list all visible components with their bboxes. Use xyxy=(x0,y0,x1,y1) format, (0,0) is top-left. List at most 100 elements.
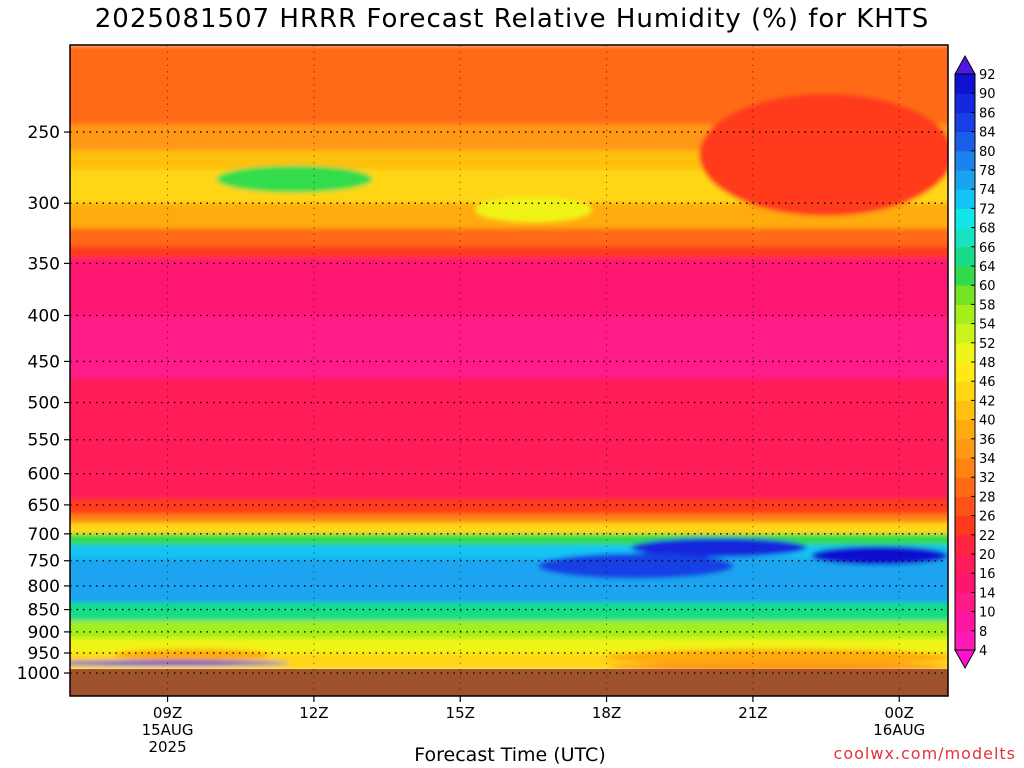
x-tick-label: 21Z xyxy=(738,704,767,722)
colorbar-segment xyxy=(955,150,975,171)
y-tick-label: 950 xyxy=(28,644,60,664)
colorbar-segment xyxy=(955,381,975,401)
y-tick-label: 550 xyxy=(28,431,60,451)
colorbar-min-arrow xyxy=(954,649,976,670)
colorbar-segment xyxy=(955,93,975,113)
rh-feature xyxy=(699,93,948,216)
y-tick-label: 650 xyxy=(28,496,60,516)
colorbar-label: 84 xyxy=(979,126,996,141)
colorbar-label: 36 xyxy=(979,433,996,448)
rh-feature xyxy=(811,546,948,565)
colorbar-label: 14 xyxy=(979,586,996,601)
rh-field xyxy=(70,45,948,672)
rh-feature xyxy=(70,660,290,666)
rh-feature xyxy=(538,553,734,579)
y-tick-label: 850 xyxy=(28,601,60,621)
rh-band xyxy=(70,402,948,500)
colorbar-label: 52 xyxy=(979,337,996,352)
rh-band xyxy=(70,315,948,380)
colorbar-segment xyxy=(955,630,975,651)
y-tick-label: 450 xyxy=(28,352,60,372)
colorbar-label: 60 xyxy=(979,279,996,294)
rh-feature xyxy=(216,165,373,193)
colorbar-segment xyxy=(955,342,975,363)
x-tick-label: 09Z xyxy=(153,704,182,722)
rh-band xyxy=(70,246,948,259)
y-tick-label: 1000 xyxy=(17,664,60,684)
colorbar-label: 64 xyxy=(979,260,996,275)
colorbar-segment xyxy=(955,323,975,344)
rh-feature xyxy=(113,648,270,662)
rh-band xyxy=(70,228,948,248)
colorbar-segment xyxy=(955,208,975,229)
colorbar-segment xyxy=(955,74,975,94)
rh-band xyxy=(70,620,948,640)
colorbar-segment xyxy=(955,246,975,267)
colorbar-segment xyxy=(955,554,975,574)
colorbar-label: 66 xyxy=(979,241,996,256)
grid-lines xyxy=(70,45,948,696)
colorbar-segment xyxy=(955,131,975,152)
colorbar-segment xyxy=(955,304,975,325)
x-tick-label: 16AUG xyxy=(873,721,925,739)
colorbar-segment xyxy=(955,611,975,632)
colorbar-label: 68 xyxy=(979,222,996,237)
rh-band xyxy=(70,378,948,404)
rh-band xyxy=(70,558,948,587)
y-tick-label: 500 xyxy=(28,394,60,414)
rh-band xyxy=(70,513,948,524)
colorbar-segment xyxy=(955,458,975,478)
colorbar-label: 20 xyxy=(979,548,996,563)
colorbar-label: 74 xyxy=(979,183,996,198)
colorbar-segment xyxy=(955,227,975,248)
colorbar-label: 4 xyxy=(979,644,987,659)
credit-link[interactable]: coolwx.com/modelts xyxy=(833,744,1016,763)
colorbar-label: 40 xyxy=(979,414,996,429)
y-tick-label: 300 xyxy=(28,194,60,214)
colorbar-label: 26 xyxy=(979,510,996,525)
ground-surface xyxy=(70,669,948,696)
colorbar-segment xyxy=(955,400,975,421)
y-tick-label: 250 xyxy=(28,123,60,143)
colorbar-segment xyxy=(955,515,975,536)
colorbar-segment xyxy=(955,285,975,305)
colorbar-label: 80 xyxy=(979,145,996,160)
rh-band xyxy=(70,498,948,515)
colorbar-segment xyxy=(955,573,975,593)
y-axis: 2503003504004505005506006507007508008509… xyxy=(17,123,70,684)
colorbar-segment xyxy=(955,419,975,440)
colorbar-label: 90 xyxy=(979,87,996,102)
x-tick-label: 15Z xyxy=(446,704,475,722)
x-tick-label: 2025 xyxy=(148,738,186,756)
colorbar-segment xyxy=(955,438,975,459)
colorbar-max-arrow xyxy=(954,54,976,75)
rh-band xyxy=(70,257,948,317)
colorbar-segment xyxy=(955,477,975,497)
colorbar-label: 34 xyxy=(979,452,996,467)
plot-area xyxy=(70,45,948,696)
y-tick-label: 900 xyxy=(28,623,60,643)
colorbar-segment xyxy=(955,362,975,382)
x-tick-label: 12Z xyxy=(299,704,328,722)
colorbar-segment xyxy=(955,592,975,613)
colorbar-segment xyxy=(955,189,975,209)
colorbar-label: 54 xyxy=(979,318,996,333)
y-tick-label: 800 xyxy=(28,577,60,597)
colorbar-label: 16 xyxy=(979,567,996,582)
y-tick-label: 350 xyxy=(28,254,60,274)
colorbar-segment xyxy=(955,534,975,555)
plot-frame xyxy=(69,44,949,697)
colorbar-label: 8 xyxy=(979,625,987,640)
colorbar: 4810141620222628323436404246485254586064… xyxy=(954,54,996,670)
colorbar-label: 72 xyxy=(979,202,996,217)
chart-title: 2025081507 HRRR Forecast Relative Humidi… xyxy=(94,4,930,34)
colorbar-label: 92 xyxy=(979,68,996,83)
x-tick-label: 00Z xyxy=(885,704,914,722)
y-tick-label: 700 xyxy=(28,525,60,545)
colorbar-label: 78 xyxy=(979,164,996,179)
colorbar-label: 48 xyxy=(979,356,996,371)
colorbar-segment xyxy=(955,170,975,190)
y-tick-label: 750 xyxy=(28,552,60,572)
colorbar-label: 86 xyxy=(979,106,996,121)
